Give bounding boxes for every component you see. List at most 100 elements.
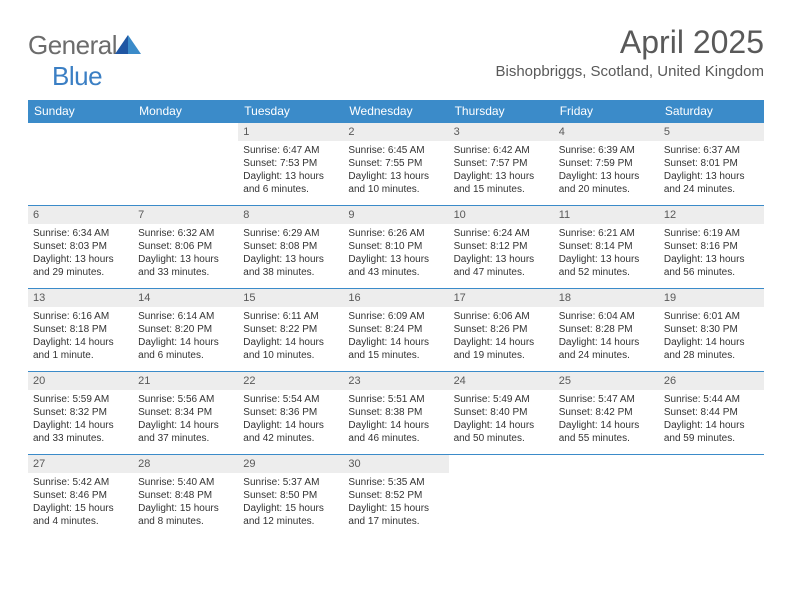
day-cell: 28 Sunrise: 5:40 AMSunset: 8:48 PMDayligh… bbox=[133, 455, 238, 537]
day-cell: 14Sunrise: 6:14 AMSunset: 8:20 PMDayligh… bbox=[133, 289, 238, 371]
daylight-text: Daylight: 14 hours and 6 minutes. bbox=[138, 336, 233, 362]
day-number: 3 bbox=[449, 123, 554, 141]
day-cell: 29Sunrise: 5:37 AMSunset: 8:50 PMDayligh… bbox=[238, 455, 343, 537]
day-cell: 3Sunrise: 6:42 AMSunset: 7:57 PMDaylight… bbox=[449, 123, 554, 205]
daylight-text: Daylight: 15 hours and 8 minutes. bbox=[138, 502, 233, 528]
day-cell: 19Sunrise: 6:01 AMSunset: 8:30 PMDayligh… bbox=[659, 289, 764, 371]
day-body: Sunrise: 6:11 AMSunset: 8:22 PMDaylight:… bbox=[238, 307, 343, 367]
day-number: 22 bbox=[238, 372, 343, 390]
day-cell: 4Sunrise: 6:39 AMSunset: 7:59 PMDaylight… bbox=[554, 123, 659, 205]
sunset-text: Sunset: 8:48 PM bbox=[138, 489, 233, 502]
daylight-text: Daylight: 13 hours and 43 minutes. bbox=[348, 253, 443, 279]
daylight-text: Daylight: 13 hours and 10 minutes. bbox=[348, 170, 443, 196]
day-body: Sunrise: 5:35 AMSunset: 8:52 PMDaylight:… bbox=[343, 473, 448, 533]
day-cell: 25Sunrise: 5:47 AMSunset: 8:42 PMDayligh… bbox=[554, 372, 659, 454]
day-number: 5 bbox=[659, 123, 764, 141]
sunrise-text: Sunrise: 6:37 AM bbox=[664, 144, 759, 157]
logo-text-blue: Blue bbox=[52, 61, 102, 91]
day-number: 29 bbox=[238, 455, 343, 473]
daylight-text: Daylight: 13 hours and 33 minutes. bbox=[138, 253, 233, 279]
day-body: Sunrise: 6:01 AMSunset: 8:30 PMDaylight:… bbox=[659, 307, 764, 367]
sunset-text: Sunset: 8:46 PM bbox=[33, 489, 128, 502]
sunset-text: Sunset: 7:59 PM bbox=[559, 157, 654, 170]
day-body: Sunrise: 6:09 AMSunset: 8:24 PMDaylight:… bbox=[343, 307, 448, 367]
day-number: 23 bbox=[343, 372, 448, 390]
sunrise-text: Sunrise: 6:04 AM bbox=[559, 310, 654, 323]
header: GeneralBlue April 2025 Bishopbriggs, Sco… bbox=[28, 24, 764, 92]
day-body: Sunrise: 6:34 AMSunset: 8:03 PMDaylight:… bbox=[28, 224, 133, 284]
day-cell: 23Sunrise: 5:51 AMSunset: 8:38 PMDayligh… bbox=[343, 372, 448, 454]
sunrise-text: Sunrise: 5:59 AM bbox=[33, 393, 128, 406]
day-cell: 16Sunrise: 6:09 AMSunset: 8:24 PMDayligh… bbox=[343, 289, 448, 371]
week-row: 6Sunrise: 6:34 AMSunset: 8:03 PMDaylight… bbox=[28, 205, 764, 288]
day-cell: 30Sunrise: 5:35 AMSunset: 8:52 PMDayligh… bbox=[343, 455, 448, 537]
day-cell: 21Sunrise: 5:56 AMSunset: 8:34 PMDayligh… bbox=[133, 372, 238, 454]
day-number: 6 bbox=[28, 206, 133, 224]
sunset-text: Sunset: 8:32 PM bbox=[33, 406, 128, 419]
sunset-text: Sunset: 8:42 PM bbox=[559, 406, 654, 419]
sunset-text: Sunset: 7:57 PM bbox=[454, 157, 549, 170]
daylight-text: Daylight: 13 hours and 6 minutes. bbox=[243, 170, 338, 196]
sunrise-text: Sunrise: 5:37 AM bbox=[243, 476, 338, 489]
day-number: 28 bbox=[133, 455, 238, 473]
daylight-text: Daylight: 13 hours and 56 minutes. bbox=[664, 253, 759, 279]
sunset-text: Sunset: 8:01 PM bbox=[664, 157, 759, 170]
day-body: Sunrise: 6:47 AMSunset: 7:53 PMDaylight:… bbox=[238, 141, 343, 201]
day-header-tue: Tuesday bbox=[238, 100, 343, 122]
day-number: 9 bbox=[343, 206, 448, 224]
day-body: Sunrise: 6:26 AMSunset: 8:10 PMDaylight:… bbox=[343, 224, 448, 284]
logo-text-general: General bbox=[28, 30, 117, 60]
week-row: 1Sunrise: 6:47 AMSunset: 7:53 PMDaylight… bbox=[28, 122, 764, 205]
day-body: Sunrise: 6:42 AMSunset: 7:57 PMDaylight:… bbox=[449, 141, 554, 201]
week-row: 27Sunrise: 5:42 AMSunset: 8:46 PMDayligh… bbox=[28, 454, 764, 537]
day-number: 16 bbox=[343, 289, 448, 307]
month-title: April 2025 bbox=[496, 24, 765, 61]
day-cell bbox=[28, 123, 133, 205]
sunrise-text: Sunrise: 6:42 AM bbox=[454, 144, 549, 157]
day-number: 25 bbox=[554, 372, 659, 390]
day-number: 30 bbox=[343, 455, 448, 473]
sunset-text: Sunset: 8:52 PM bbox=[348, 489, 443, 502]
day-body: Sunrise: 5:42 AMSunset: 8:46 PMDaylight:… bbox=[28, 473, 133, 533]
daylight-text: Daylight: 13 hours and 38 minutes. bbox=[243, 253, 338, 279]
day-number: 8 bbox=[238, 206, 343, 224]
day-number: 21 bbox=[133, 372, 238, 390]
day-number: 14 bbox=[133, 289, 238, 307]
sunrise-text: Sunrise: 5:40 AM bbox=[138, 476, 233, 489]
sunrise-text: Sunrise: 6:01 AM bbox=[664, 310, 759, 323]
day-cell: 10Sunrise: 6:24 AMSunset: 8:12 PMDayligh… bbox=[449, 206, 554, 288]
daylight-text: Daylight: 14 hours and 10 minutes. bbox=[243, 336, 338, 362]
day-body: Sunrise: 5:49 AMSunset: 8:40 PMDaylight:… bbox=[449, 390, 554, 450]
daylight-text: Daylight: 14 hours and 50 minutes. bbox=[454, 419, 549, 445]
day-cell: 11Sunrise: 6:21 AMSunset: 8:14 PMDayligh… bbox=[554, 206, 659, 288]
sunrise-text: Sunrise: 5:35 AM bbox=[348, 476, 443, 489]
daylight-text: Daylight: 14 hours and 28 minutes. bbox=[664, 336, 759, 362]
day-cell: 26Sunrise: 5:44 AMSunset: 8:44 PMDayligh… bbox=[659, 372, 764, 454]
daylight-text: Daylight: 15 hours and 17 minutes. bbox=[348, 502, 443, 528]
sunrise-text: Sunrise: 6:09 AM bbox=[348, 310, 443, 323]
day-cell: 24Sunrise: 5:49 AMSunset: 8:40 PMDayligh… bbox=[449, 372, 554, 454]
day-body: Sunrise: 5:54 AMSunset: 8:36 PMDaylight:… bbox=[238, 390, 343, 450]
day-cell: 6Sunrise: 6:34 AMSunset: 8:03 PMDaylight… bbox=[28, 206, 133, 288]
day-body: Sunrise: 6:37 AMSunset: 8:01 PMDaylight:… bbox=[659, 141, 764, 201]
day-number: 1 bbox=[238, 123, 343, 141]
sunrise-text: Sunrise: 6:19 AM bbox=[664, 227, 759, 240]
sunset-text: Sunset: 8:08 PM bbox=[243, 240, 338, 253]
day-body: Sunrise: 6:21 AMSunset: 8:14 PMDaylight:… bbox=[554, 224, 659, 284]
sunset-text: Sunset: 8:30 PM bbox=[664, 323, 759, 336]
day-body: Sunrise: 5:51 AMSunset: 8:38 PMDaylight:… bbox=[343, 390, 448, 450]
sunrise-text: Sunrise: 5:42 AM bbox=[33, 476, 128, 489]
day-cell: 20Sunrise: 5:59 AMSunset: 8:32 PMDayligh… bbox=[28, 372, 133, 454]
logo-triangle-icon bbox=[115, 30, 141, 60]
day-header-sat: Saturday bbox=[659, 100, 764, 122]
daylight-text: Daylight: 14 hours and 24 minutes. bbox=[559, 336, 654, 362]
day-body: Sunrise: 5:56 AMSunset: 8:34 PMDaylight:… bbox=[133, 390, 238, 450]
sunrise-text: Sunrise: 6:39 AM bbox=[559, 144, 654, 157]
day-cell: 7Sunrise: 6:32 AMSunset: 8:06 PMDaylight… bbox=[133, 206, 238, 288]
location-text: Bishopbriggs, Scotland, United Kingdom bbox=[496, 63, 765, 80]
day-cell: 9Sunrise: 6:26 AMSunset: 8:10 PMDaylight… bbox=[343, 206, 448, 288]
sunrise-text: Sunrise: 5:49 AM bbox=[454, 393, 549, 406]
day-header-wed: Wednesday bbox=[343, 100, 448, 122]
day-header-row: Sunday Monday Tuesday Wednesday Thursday… bbox=[28, 100, 764, 122]
day-number: 17 bbox=[449, 289, 554, 307]
